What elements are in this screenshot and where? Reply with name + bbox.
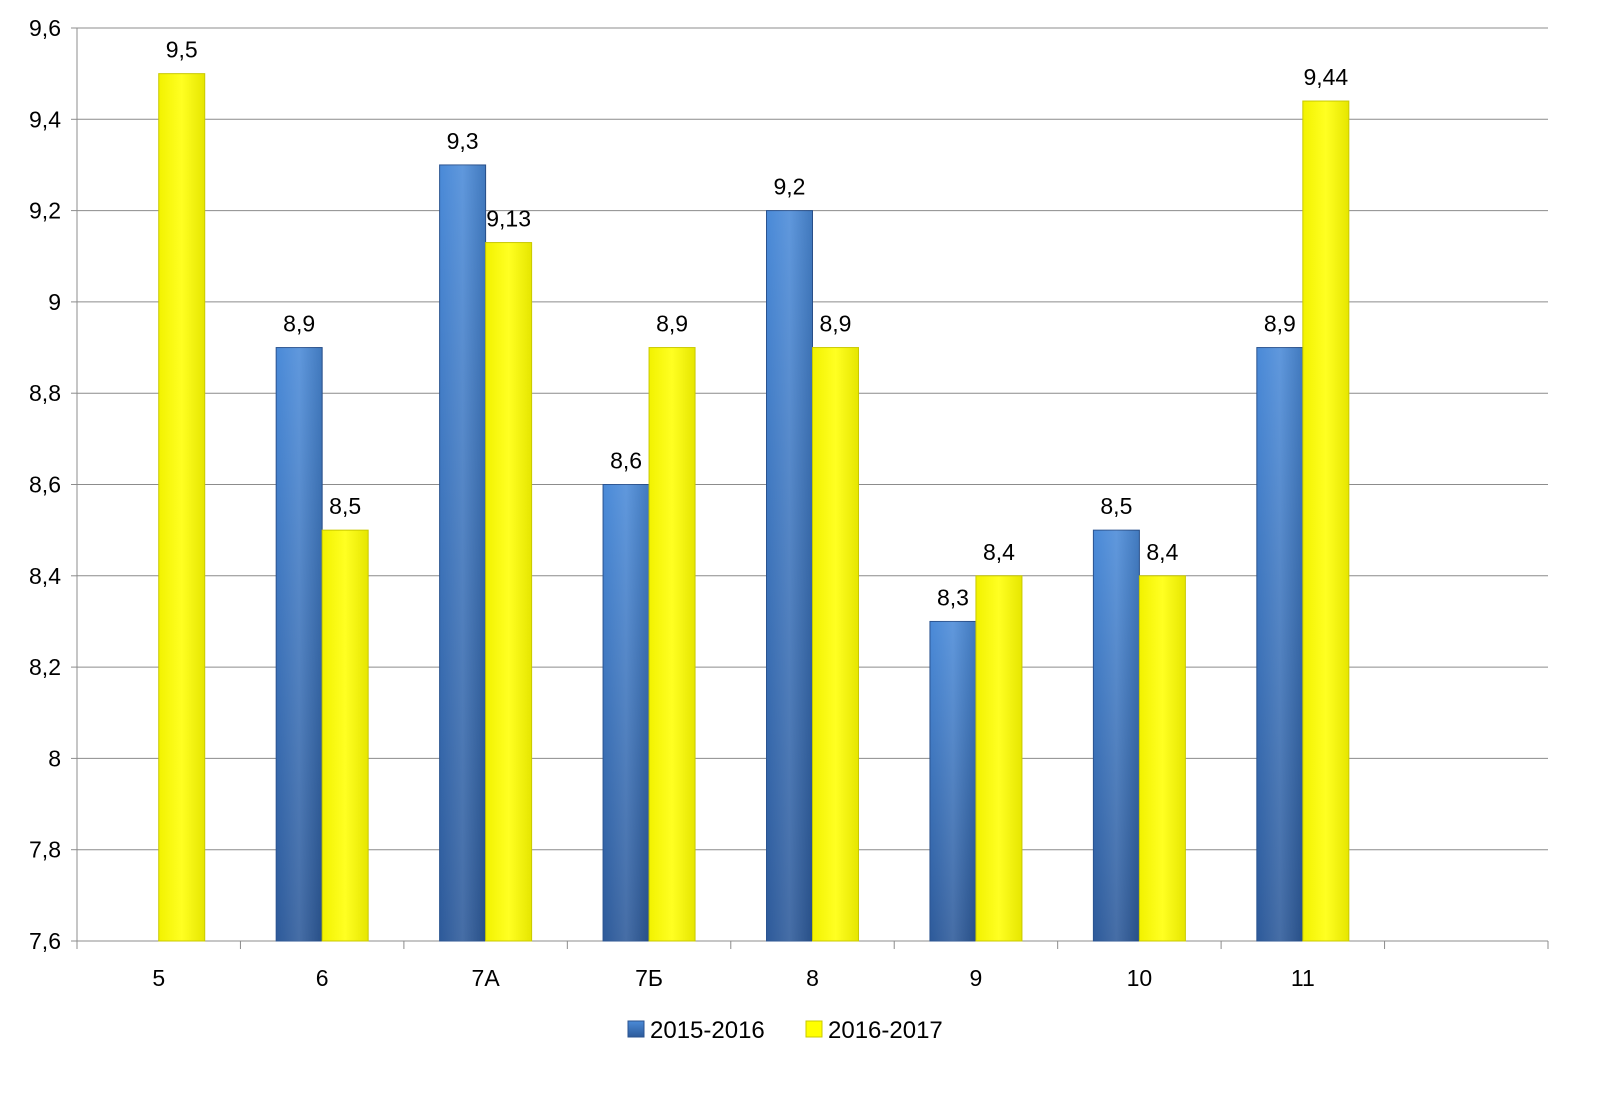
x-category-label: 11 (1291, 965, 1315, 991)
data-label: 9,5 (166, 37, 198, 63)
data-label: 8,9 (820, 311, 852, 337)
bar-shading (603, 484, 650, 941)
data-label: 8,5 (1100, 493, 1132, 519)
bar-2016-2017 (321, 529, 369, 942)
legend-label-2015-2016: 2015-2016 (650, 1017, 765, 1044)
bar-2016-2017 (812, 347, 859, 942)
data-label: 8,5 (329, 493, 361, 519)
data-label: 8,6 (610, 448, 642, 474)
x-category-label: 9 (970, 965, 983, 991)
x-category-label: 6 (316, 965, 329, 991)
bar-shading (929, 621, 976, 941)
y-tick-label: 9,2 (29, 198, 61, 224)
bar-shading (1093, 530, 1140, 941)
data-label: 9,44 (1303, 64, 1348, 90)
bar-2016-2017 (485, 242, 533, 942)
x-category-label: 5 (152, 965, 165, 991)
data-label: 9,13 (486, 206, 531, 232)
y-tick-label: 9,4 (29, 106, 61, 132)
axes: 7,6 7,8 8 8,2 8,4 8,6 8,8 9 9,2 9,4 9,6 5 6 7А 7Б 8 9 10 1… (29, 15, 1549, 991)
legend: 2015-2016 2016-2017 (627, 1017, 943, 1044)
y-tick-label: 8,2 (29, 654, 61, 680)
bars (158, 73, 1350, 942)
data-label: 8,9 (283, 311, 315, 337)
data-label: 8,9 (656, 311, 688, 337)
bar-shading (276, 347, 323, 941)
bar-shading (1256, 347, 1303, 941)
data-label: 8,9 (1264, 311, 1296, 337)
x-category-label: 7А (472, 965, 501, 991)
data-label: 8,3 (937, 584, 969, 610)
y-tick-label: 7,8 (29, 837, 61, 863)
y-tick-label: 7,6 (29, 928, 61, 954)
legend-label-2016-2017: 2016-2017 (828, 1017, 943, 1044)
x-category-label: 8 (806, 965, 819, 991)
data-label: 8,4 (1146, 539, 1178, 565)
y-tick-label: 8,4 (29, 563, 61, 589)
x-category-label: 10 (1127, 965, 1153, 991)
bar-shading (766, 210, 813, 942)
y-tick-label: 8,6 (29, 472, 61, 498)
data-label: 8,4 (983, 539, 1015, 565)
y-tick-label: 9,6 (29, 15, 61, 41)
data-label: 9,3 (447, 128, 479, 154)
bar-2016-2017 (1138, 575, 1186, 942)
y-tick-label: 8,8 (29, 380, 61, 406)
y-tick-label: 9 (48, 289, 61, 315)
legend-swatch-2016-2017 (805, 1020, 823, 1038)
y-tick-label: 8 (48, 745, 61, 771)
x-category-label: 7Б (635, 965, 663, 991)
bar-2016-2017 (1302, 100, 1350, 942)
data-label: 9,2 (774, 174, 806, 200)
bar-2016-2017 (158, 73, 206, 942)
bar-shading (439, 164, 486, 941)
legend-swatch-2015-2016 (627, 1020, 645, 1038)
data-labels: 9,5 8,9 8,5 9,3 9,13 8,6 8,9 9,2 8,9 8,3 8,4 8,5 8,4… (166, 37, 1349, 611)
bar-2016-2017 (975, 575, 1023, 942)
bar-2016-2017 (648, 347, 696, 942)
